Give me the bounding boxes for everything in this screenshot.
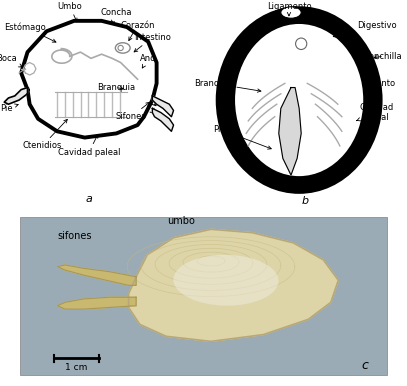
Text: Estómago: Estómago (4, 22, 56, 42)
Text: 1 cm: 1 cm (65, 363, 88, 372)
Text: Ligamento: Ligamento (267, 2, 311, 16)
Text: c: c (361, 359, 368, 372)
Text: sifones: sifones (57, 232, 92, 242)
Polygon shape (4, 88, 28, 104)
Ellipse shape (173, 255, 278, 306)
Text: a: a (85, 194, 92, 204)
Text: Ano: Ano (140, 54, 156, 68)
Ellipse shape (235, 24, 363, 176)
Text: umbo: umbo (167, 216, 195, 226)
Ellipse shape (281, 7, 301, 18)
Polygon shape (279, 88, 301, 175)
Text: Digestivo: Digestivo (333, 20, 396, 37)
Text: Boca: Boca (0, 54, 22, 67)
Polygon shape (152, 108, 173, 131)
Text: Branquia: Branquia (97, 83, 136, 92)
Text: b: b (302, 196, 309, 206)
Polygon shape (21, 21, 157, 137)
Text: Manto: Manto (367, 79, 396, 90)
Text: Branquia: Branquia (195, 79, 261, 92)
Polygon shape (57, 265, 136, 285)
Text: Concha: Concha (101, 8, 132, 24)
Text: Conchilla: Conchilla (363, 52, 402, 61)
Polygon shape (57, 297, 136, 309)
Text: Pie: Pie (213, 125, 271, 149)
Text: Umbo: Umbo (57, 2, 82, 22)
Text: Cavidad paleal: Cavidad paleal (58, 135, 120, 157)
Text: Sifones: Sifones (116, 102, 149, 121)
Text: Ctenidios: Ctenidios (23, 119, 67, 151)
Polygon shape (152, 96, 173, 117)
Text: Cavidad
paleal: Cavidad paleal (357, 103, 394, 122)
Text: Corazón: Corazón (120, 20, 155, 41)
Polygon shape (129, 229, 338, 341)
Ellipse shape (216, 6, 383, 194)
Text: Intestino: Intestino (134, 33, 171, 52)
Text: Pie: Pie (0, 104, 18, 113)
FancyBboxPatch shape (20, 217, 387, 375)
